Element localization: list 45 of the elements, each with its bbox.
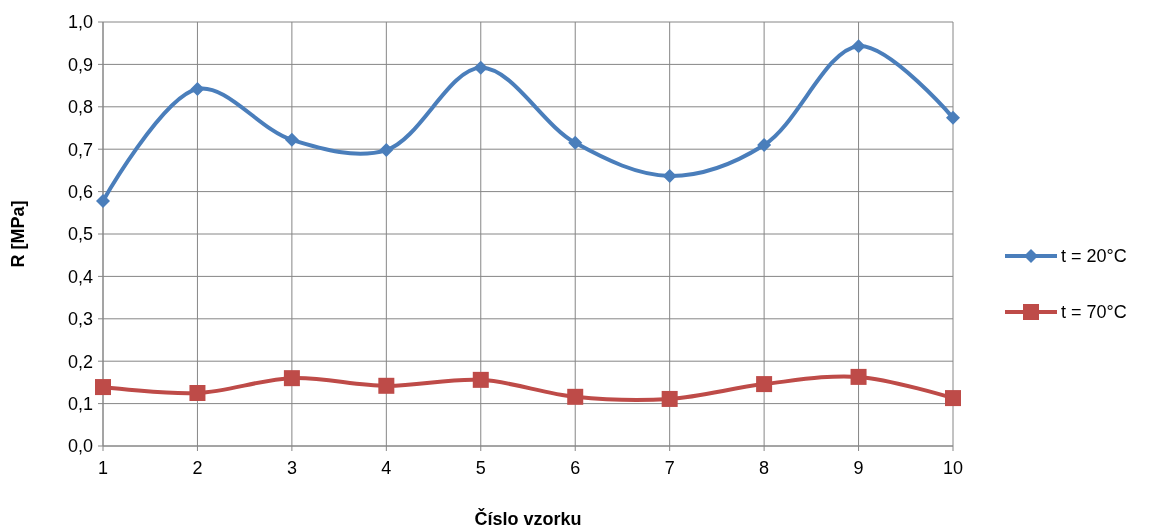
point (473, 60, 488, 75)
point (850, 368, 867, 385)
point (96, 193, 110, 208)
x-tick-label: 4 (381, 458, 392, 478)
x-tick-label: 7 (664, 458, 675, 478)
y-tick-label: 0,9 (67, 54, 93, 75)
point (945, 390, 961, 407)
point (190, 81, 205, 96)
point (283, 370, 300, 387)
x-tick-label: 6 (570, 458, 581, 478)
y-tick-label: 0,2 (67, 351, 93, 372)
y-tick-label: 1,0 (67, 12, 93, 33)
point (189, 385, 206, 401)
y-tick-label: 0,0 (67, 436, 93, 457)
x-tick-label: 8 (759, 458, 770, 478)
point (851, 39, 866, 54)
point (568, 135, 583, 150)
y-tick-label: 0,1 (67, 393, 93, 414)
x-axis-title: Číslo vzorku (474, 508, 582, 529)
x-tick-label: 3 (286, 458, 297, 478)
y-tick-label: 0,7 (67, 139, 93, 160)
point (756, 376, 773, 393)
x-tick-label: 5 (475, 458, 486, 478)
point (378, 377, 395, 394)
y-tick-label: 0,8 (67, 97, 93, 118)
x-tick-label: 9 (853, 458, 864, 478)
point (567, 388, 584, 405)
y-tick-label: 0,5 (67, 224, 93, 245)
y-tick-label: 0,4 (67, 266, 93, 287)
y-tick-label: 0,3 (67, 309, 93, 330)
point (284, 132, 299, 147)
point (379, 143, 394, 158)
x-tick-label: 2 (192, 458, 203, 478)
y-tick-label: 0,6 (67, 181, 93, 202)
legend-label: t = 20°C (1061, 246, 1127, 267)
x-tick-label: 1 (97, 458, 109, 478)
point (661, 390, 678, 407)
x-tick-label: 10 (942, 458, 964, 478)
point (95, 379, 111, 396)
y-axis-title: R [MPa] (8, 200, 28, 268)
point (662, 168, 677, 183)
legend-label: t = 70°C (1061, 302, 1127, 323)
point (472, 371, 489, 388)
point (946, 110, 960, 125)
point (757, 137, 772, 152)
